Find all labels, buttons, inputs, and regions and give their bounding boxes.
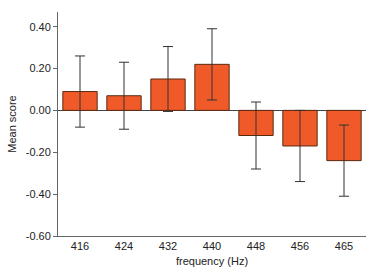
svg-text:0.20: 0.20 (29, 62, 50, 74)
svg-text:-0.40: -0.40 (26, 188, 51, 200)
svg-text:Mean score: Mean score (6, 95, 18, 152)
svg-text:424: 424 (115, 240, 133, 252)
svg-text:416: 416 (71, 240, 89, 252)
svg-text:465: 465 (335, 240, 353, 252)
svg-text:frequency (Hz): frequency (Hz) (176, 255, 248, 267)
svg-text:448: 448 (247, 240, 265, 252)
svg-text:0.00: 0.00 (29, 104, 50, 116)
svg-text:440: 440 (203, 240, 221, 252)
svg-text:-0.60: -0.60 (26, 230, 51, 242)
svg-text:432: 432 (159, 240, 177, 252)
svg-text:456: 456 (291, 240, 309, 252)
svg-text:-0.20: -0.20 (26, 146, 51, 158)
svg-text:0.40: 0.40 (29, 21, 50, 33)
